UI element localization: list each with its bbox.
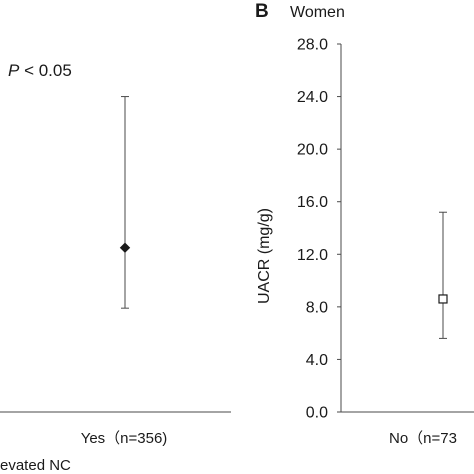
p-symbol: P <box>8 61 20 80</box>
panel-b: B Women UACR (mg/g) 0.0 4.0 8.0 12.0 16.0 20.… <box>255 1 474 447</box>
panel-a-points <box>119 96 131 309</box>
y-tick-label: 28.0 <box>297 37 328 54</box>
data-point <box>438 294 448 304</box>
panel-b-letter: B <box>255 1 269 22</box>
panel-a-x-title: evated NC <box>0 457 71 474</box>
y-tick-label: 12.0 <box>297 247 328 264</box>
panel-a-category-label: Yes（n=356) <box>81 430 168 447</box>
y-tick-label: 4.0 <box>306 352 328 369</box>
y-tick-label: 0.0 <box>306 405 328 422</box>
y-tick-label: 24.0 <box>297 89 328 106</box>
y-tick-label: 8.0 <box>306 299 328 316</box>
panel-a: P < 0.05 Yes（n=356) evated NC <box>0 61 231 474</box>
p-value-annotation: P < 0.05 <box>8 61 72 80</box>
p-threshold: < 0.05 <box>19 61 71 80</box>
panel-b-title: Women <box>290 4 345 21</box>
panel-b-y-ticks: 0.0 4.0 8.0 12.0 16.0 20.0 24.0 28.0 <box>297 37 341 422</box>
panel-b-points <box>438 211 448 339</box>
data-point <box>119 242 131 253</box>
y-tick-label: 20.0 <box>297 142 328 159</box>
panel-b-category-label: No（n=73 <box>389 430 457 447</box>
panel-b-y-title: UACR (mg/g) <box>256 208 273 304</box>
y-tick-label: 16.0 <box>297 194 328 211</box>
